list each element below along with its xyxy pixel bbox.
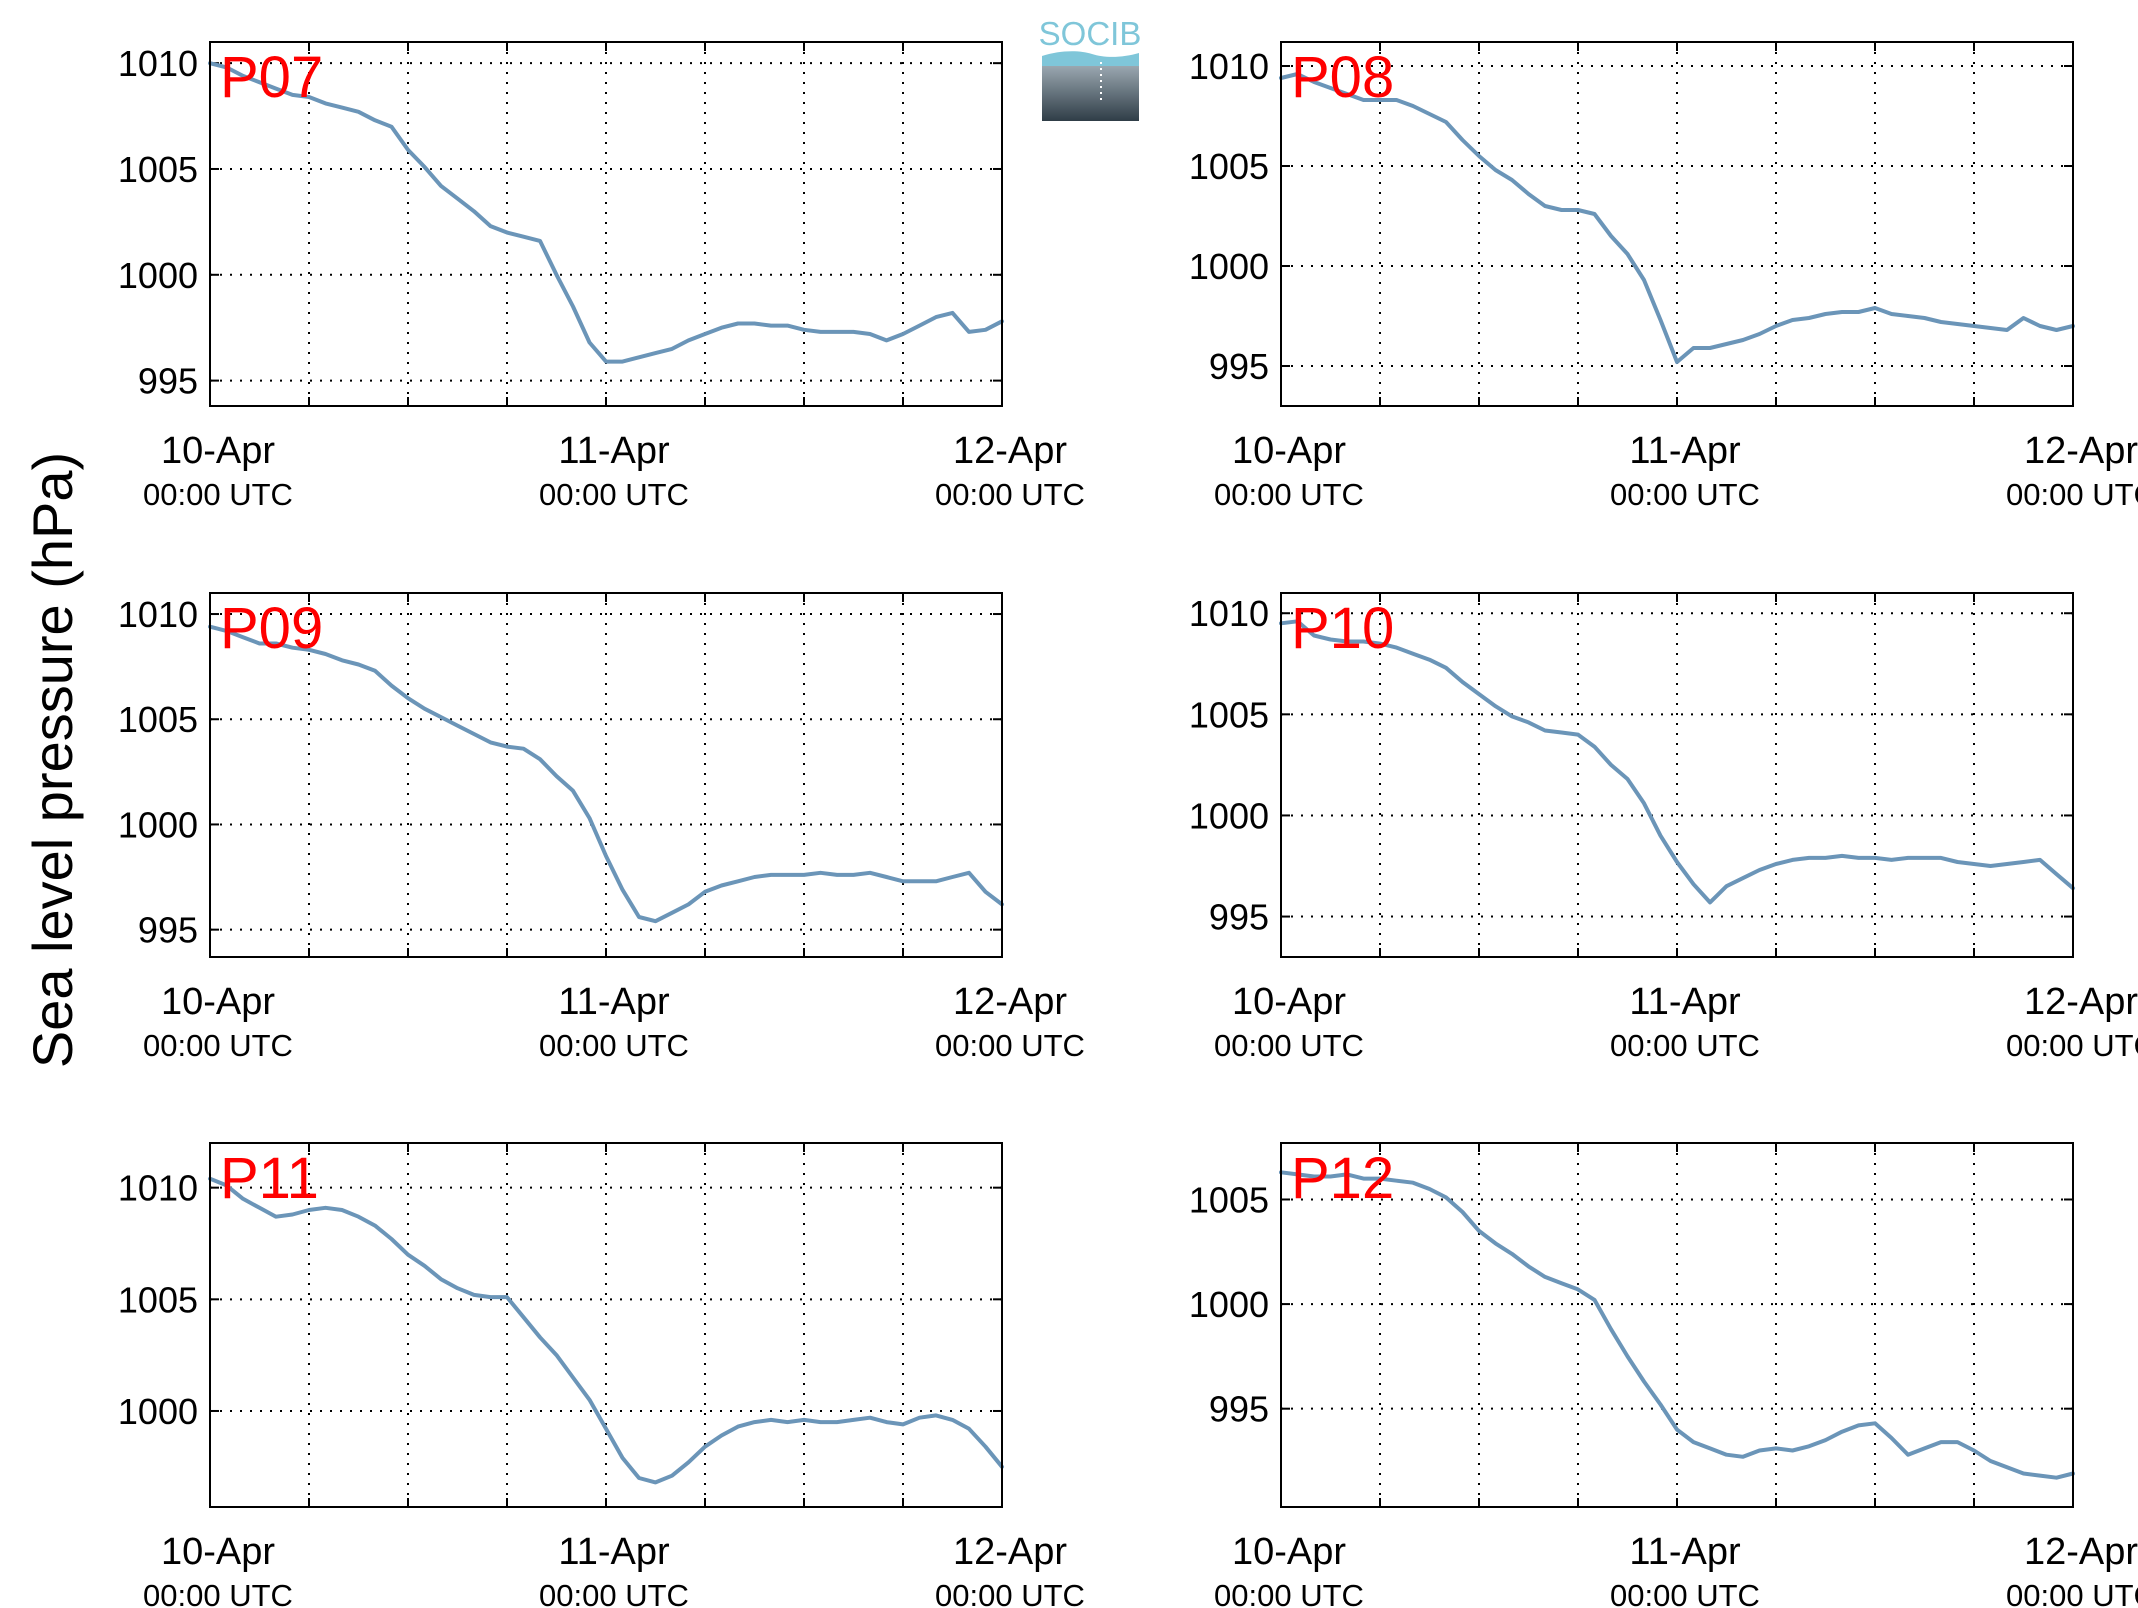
y-tick-label: 1005 bbox=[118, 1279, 198, 1320]
y-tick-label: 1005 bbox=[118, 149, 198, 190]
y-tick-label: 1010 bbox=[118, 594, 198, 635]
x-tick-sublabel: 00:00 UTC bbox=[1214, 1578, 1364, 1608]
x-tick-label: 10-Apr bbox=[1232, 981, 1346, 1023]
panel-label: P07 bbox=[220, 45, 323, 110]
panel-label: P08 bbox=[1291, 45, 1394, 110]
series-line bbox=[1279, 1170, 2075, 1480]
panel-label: P10 bbox=[1291, 596, 1394, 661]
x-tick-label: 10-Apr bbox=[161, 430, 275, 472]
y-tick-label: 1010 bbox=[118, 1168, 198, 1209]
plot-frame bbox=[1280, 41, 2074, 407]
panel-label: P12 bbox=[1291, 1146, 1394, 1211]
x-tick-label: 12-Apr bbox=[953, 1531, 1067, 1573]
x-tick-sublabel: 00:00 UTC bbox=[539, 477, 689, 512]
panel-label: P11 bbox=[220, 1146, 319, 1211]
x-tick-label: 12-Apr bbox=[2024, 1531, 2138, 1573]
x-tick-label: 11-Apr bbox=[1629, 430, 1741, 472]
panel-p08: 995 1000 1005 1010 P08 10-Apr 00:00 UTC 11-Apr 0… bbox=[1189, 41, 2138, 512]
panel-p10: 995 1000 1005 1010 P10 10-Apr 00:00 UTC 11-Apr 0… bbox=[1189, 592, 2138, 1063]
x-tick-label: 11-Apr bbox=[558, 430, 670, 472]
y-tick-label: 1005 bbox=[1189, 1179, 1269, 1220]
y-tick-label: 1000 bbox=[1189, 795, 1269, 836]
x-tick-label: 11-Apr bbox=[558, 981, 670, 1023]
y-axis-label: Sea level pressure (hPa) bbox=[21, 452, 84, 1068]
plot-frame bbox=[209, 1142, 1003, 1508]
logo-block bbox=[1042, 66, 1139, 121]
y-tick-label: 1000 bbox=[118, 804, 198, 845]
x-tick-label: 10-Apr bbox=[1232, 430, 1346, 472]
x-tick-sublabel: 00:00 UTC bbox=[143, 1028, 293, 1063]
series-line bbox=[208, 61, 1004, 364]
panels: 995 1000 1005 1010 P07 10-Apr 00:00 UTC 11-Apr 0… bbox=[118, 41, 2138, 1608]
x-tick-sublabel: 00:00 UTC bbox=[935, 1578, 1085, 1608]
panel-p11: 1000 1005 1010 P11 10-Apr 00:00 UTC 11-Apr 00:0… bbox=[118, 1142, 1085, 1608]
x-tick-sublabel: 00:00 UTC bbox=[143, 1578, 293, 1608]
y-tick-label: 1000 bbox=[118, 1391, 198, 1432]
x-tick-label: 10-Apr bbox=[1232, 1531, 1346, 1573]
x-tick-label: 12-Apr bbox=[2024, 981, 2138, 1023]
x-tick-label: 12-Apr bbox=[2024, 430, 2138, 472]
x-tick-sublabel: 00:00 UTC bbox=[1610, 1578, 1760, 1608]
y-tick-label: 995 bbox=[1209, 346, 1269, 387]
y-tick-label: 1000 bbox=[1189, 1284, 1269, 1325]
x-tick-sublabel: 00:00 UTC bbox=[1610, 1028, 1760, 1063]
series-line bbox=[1279, 619, 2075, 905]
x-tick-label: 11-Apr bbox=[558, 1531, 670, 1573]
x-tick-sublabel: 00:00 UTC bbox=[935, 477, 1085, 512]
panel-p12: 995 1000 1005 P12 10-Apr 00:00 UTC 11-Apr 00:00… bbox=[1189, 1142, 2138, 1608]
y-tick-label: 1010 bbox=[1189, 593, 1269, 634]
socib-logo: SOCIB bbox=[1039, 15, 1142, 121]
y-tick-label: 1010 bbox=[1189, 46, 1269, 87]
logo-text: SOCIB bbox=[1039, 15, 1142, 52]
x-tick-sublabel: 00:00 UTC bbox=[2006, 1578, 2138, 1608]
y-tick-label: 1000 bbox=[118, 255, 198, 296]
x-tick-label: 11-Apr bbox=[1629, 1531, 1741, 1573]
y-tick-label: 1005 bbox=[118, 699, 198, 740]
y-tick-label: 1000 bbox=[1189, 246, 1269, 287]
x-tick-sublabel: 00:00 UTC bbox=[143, 477, 293, 512]
x-tick-label: 11-Apr bbox=[1629, 981, 1741, 1023]
x-tick-sublabel: 00:00 UTC bbox=[1214, 1028, 1364, 1063]
panel-p09: 995 1000 1005 1010 P09 10-Apr 00:00 UTC 11-Apr 0… bbox=[118, 592, 1085, 1063]
series-line bbox=[1279, 72, 2075, 364]
x-tick-label: 10-Apr bbox=[161, 981, 275, 1023]
panel-label: P09 bbox=[220, 596, 323, 661]
x-tick-sublabel: 00:00 UTC bbox=[539, 1578, 689, 1608]
plot-frame bbox=[1280, 592, 2074, 958]
y-tick-label: 995 bbox=[1209, 1389, 1269, 1430]
x-tick-label: 12-Apr bbox=[953, 981, 1067, 1023]
plot-frame bbox=[209, 41, 1003, 407]
x-tick-sublabel: 00:00 UTC bbox=[1214, 477, 1364, 512]
x-tick-sublabel: 00:00 UTC bbox=[935, 1028, 1085, 1063]
x-tick-sublabel: 00:00 UTC bbox=[1610, 477, 1760, 512]
logo-wave bbox=[1042, 51, 1139, 68]
y-tick-label: 995 bbox=[138, 361, 198, 402]
y-tick-label: 1010 bbox=[118, 43, 198, 84]
plot-frame bbox=[1280, 1142, 2074, 1508]
plot-frame bbox=[209, 592, 1003, 958]
series-line bbox=[208, 624, 1004, 924]
series-line bbox=[208, 1176, 1004, 1485]
y-tick-label: 995 bbox=[138, 910, 198, 951]
x-tick-sublabel: 00:00 UTC bbox=[2006, 1028, 2138, 1063]
y-tick-label: 1005 bbox=[1189, 694, 1269, 735]
x-tick-label: 10-Apr bbox=[161, 1531, 275, 1573]
x-tick-sublabel: 00:00 UTC bbox=[539, 1028, 689, 1063]
y-tick-label: 1005 bbox=[1189, 146, 1269, 187]
y-tick-label: 995 bbox=[1209, 897, 1269, 938]
panel-p07: 995 1000 1005 1010 P07 10-Apr 00:00 UTC 11-Apr 0… bbox=[118, 41, 1085, 512]
x-tick-sublabel: 00:00 UTC bbox=[2006, 477, 2138, 512]
x-tick-label: 12-Apr bbox=[953, 430, 1067, 472]
